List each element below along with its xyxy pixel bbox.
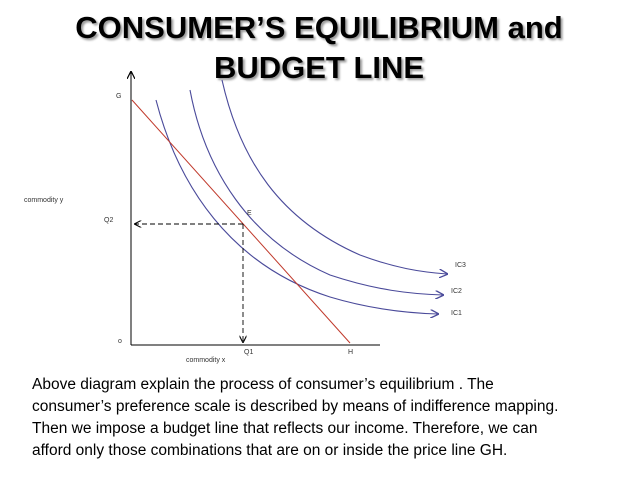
indifference-curve-ic1 [155, 99, 438, 314]
axis-y-label: commodity y [24, 197, 64, 204]
slide-title: CONSUMER’S EQUILIBRIUM and BUDGET LINE [0, 8, 638, 88]
point-g-label: G [116, 93, 121, 100]
ic3-label: IC3 [455, 262, 466, 269]
origin-label: o [118, 338, 122, 345]
indifference-curve-ic3 [221, 79, 447, 274]
title-line-2: BUDGET LINE [213, 50, 425, 85]
caption-line-1: Above diagram explain the process of con… [32, 376, 494, 393]
caption-line-3: Then we impose a budget line that reflec… [32, 420, 538, 437]
ic2-label: IC2 [451, 288, 462, 295]
caption-line-4: afford only those combinations that are … [32, 442, 508, 459]
caption-line-2: consumer’s preference scale is described… [32, 398, 559, 415]
caption: Above diagram explain the process of con… [32, 374, 632, 462]
q1-label: Q1 [244, 349, 253, 356]
point-e-label: E [247, 210, 252, 217]
indifference-curve-ic2 [189, 89, 443, 295]
axis-x-label: commodity x [186, 357, 226, 364]
point-h-label: H [348, 349, 353, 356]
budget-line-gh [131, 99, 351, 344]
title-line-1: CONSUMER’S EQUILIBRIUM and [75, 10, 563, 45]
q2-label: Q2 [104, 217, 113, 224]
ic1-label: IC1 [451, 310, 462, 317]
